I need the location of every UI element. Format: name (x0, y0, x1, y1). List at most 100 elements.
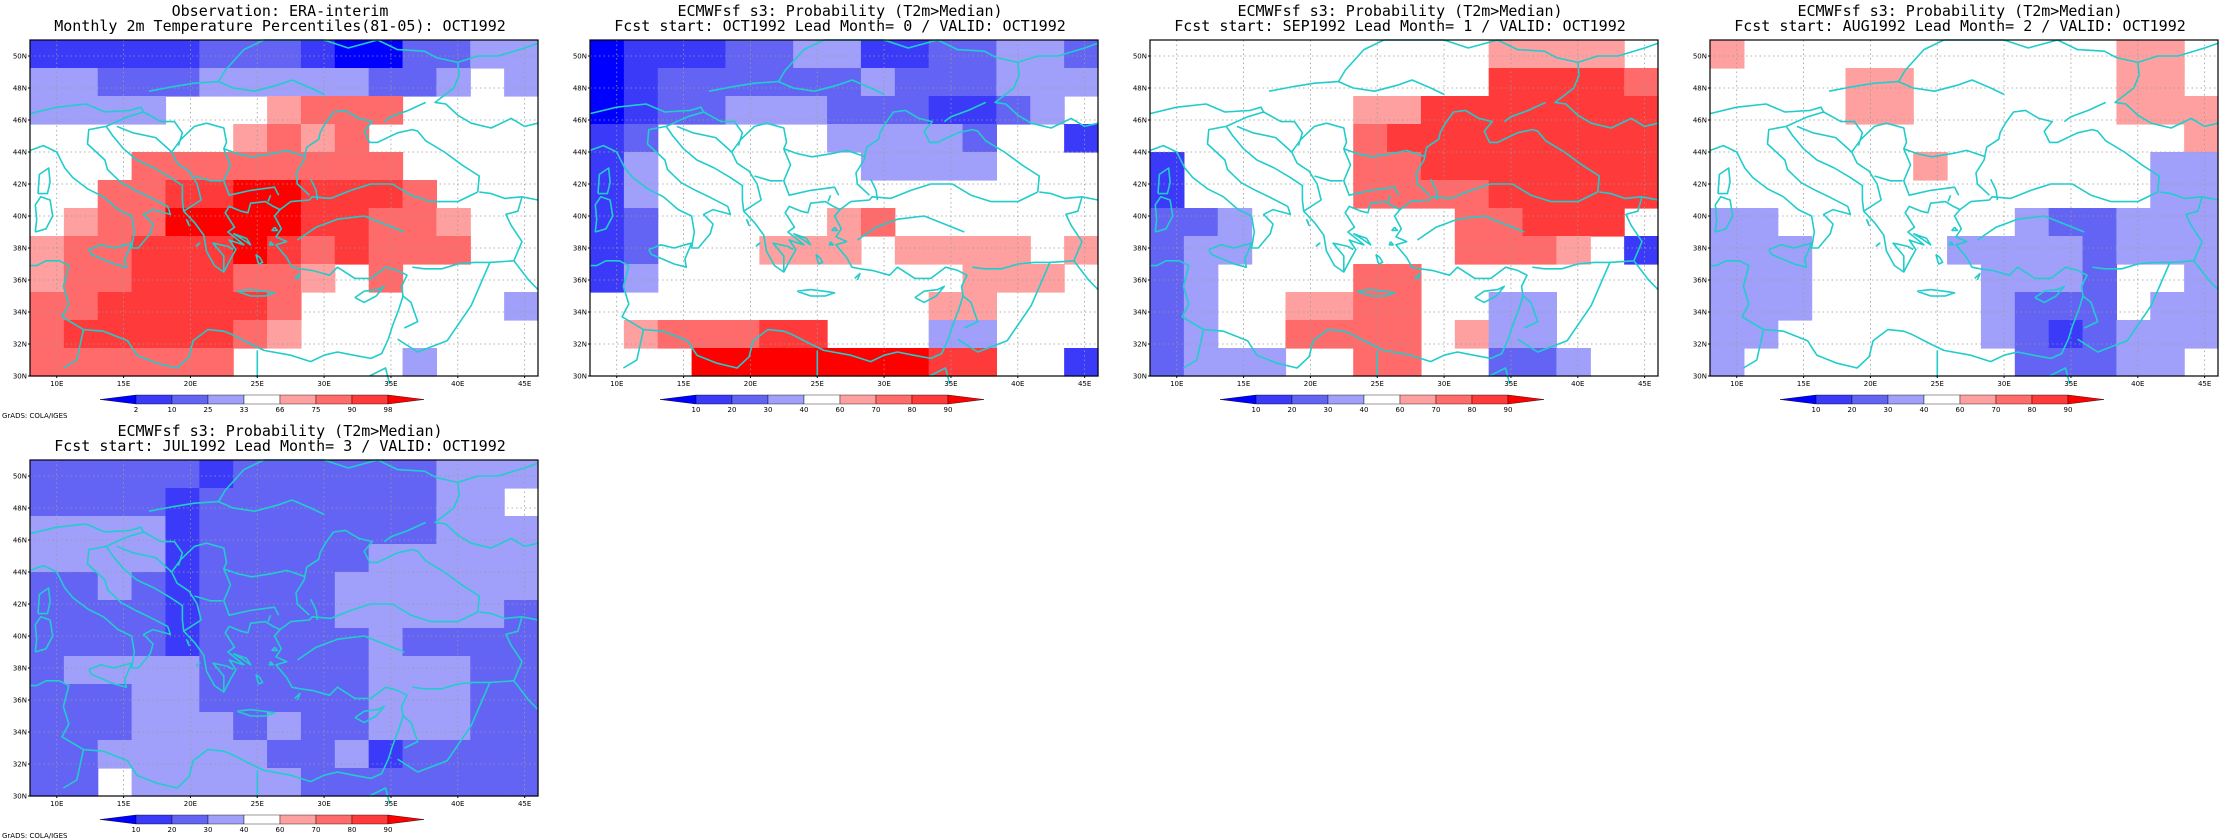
grid-cell (300, 152, 336, 181)
grid-cell (623, 68, 659, 97)
grid-cell (131, 684, 167, 713)
grid-cell (2184, 180, 2219, 209)
grid-cell (30, 292, 65, 321)
grid-cell (436, 600, 471, 629)
grid-cell (165, 320, 200, 349)
lat-tick-label: 50N (1133, 53, 1147, 61)
grid-cell (691, 40, 727, 69)
grid-cell (2150, 236, 2185, 265)
grid-cell (63, 684, 99, 713)
colorbar-label: 10 (168, 406, 177, 414)
grid-cell (827, 208, 862, 237)
grid-cell (233, 488, 268, 517)
grid-cell (1387, 180, 1422, 209)
grid-cell (63, 572, 99, 601)
grid-cell (759, 348, 794, 377)
grid-cell (2048, 292, 2084, 321)
grid-cell (63, 264, 99, 293)
grid-cell (267, 628, 302, 657)
coastline (148, 79, 325, 96)
lat-tick-label: 40N (1693, 213, 1707, 221)
coastline (185, 638, 190, 647)
coastline (755, 242, 761, 248)
grid-cell (131, 768, 167, 797)
grid-cell (131, 236, 167, 265)
lat-tick-label: 44N (13, 149, 27, 157)
coastline (88, 662, 133, 689)
grid-cell (165, 516, 200, 545)
lat-tick-label: 32N (13, 341, 27, 349)
grid-cell (368, 712, 404, 741)
coastline (34, 616, 54, 653)
grid-cell (334, 488, 370, 517)
probability-map: 50N 48N 46N 44N 42N 40N 38N 36N 34N 32N 30N 10E 15E 2… (13, 459, 539, 834)
colorbar-label: 20 (168, 826, 177, 834)
grid-cell (470, 656, 505, 685)
lat-tick-label: 36N (573, 277, 587, 285)
coastline (212, 662, 234, 692)
grid-cell (300, 572, 336, 601)
coastline (665, 125, 1039, 273)
grid-cell (2116, 208, 2151, 237)
coastline (267, 194, 272, 202)
coastline (29, 545, 172, 669)
grid-cell (623, 40, 659, 69)
grid-cell (1743, 236, 1779, 265)
grid-cell (402, 236, 437, 265)
grid-cell (199, 544, 234, 573)
colorbar: 2 10 25 33 66 75 90 98 (99, 394, 425, 414)
colorbar-segment (207, 814, 245, 825)
colorbar-label: 90 (384, 826, 393, 834)
coastline (1073, 260, 1099, 291)
lat-tick-label: 30N (13, 793, 27, 801)
grads-credit: GrADS: COLA/IGES (2, 832, 68, 840)
coastline (402, 295, 419, 329)
grid-cell (725, 96, 760, 125)
panel-subtitle: Fcst start: SEP1992 Lead Month= 1 / VALI… (1174, 17, 1626, 35)
grid-cell (233, 68, 268, 97)
grid-cell (1522, 292, 1557, 321)
grid-cell (300, 600, 336, 629)
grid-cell (860, 40, 896, 69)
panel-title: ECMWFsf s3: Probability (T2m>Median) (1237, 2, 1563, 20)
grid-cells (30, 40, 539, 377)
grid-cell (402, 712, 437, 741)
coastline (869, 178, 879, 201)
grid-cell (436, 768, 471, 797)
grid-cell (436, 68, 471, 97)
grid-cell (300, 712, 336, 741)
grid-cell (334, 124, 370, 153)
coastline (2092, 196, 2203, 270)
coastline (369, 787, 391, 805)
grid-cell (1488, 152, 1524, 181)
coastline (2063, 101, 2107, 123)
grid-cell (2184, 264, 2219, 293)
grid-cell (470, 544, 505, 573)
grid-cell (334, 236, 370, 265)
grid-cell (1488, 292, 1524, 321)
coastline (1416, 215, 1525, 241)
grid-cell (334, 628, 370, 657)
grid-cell (1064, 124, 1099, 153)
grid-cell (2184, 152, 2219, 181)
coastline (962, 295, 979, 329)
coastline (105, 531, 144, 548)
grid-cell (131, 628, 167, 657)
grid-cell (2116, 68, 2151, 97)
lon-tick-label: 35E (384, 800, 397, 808)
grid-cell (1285, 320, 1320, 349)
coastline (195, 242, 201, 248)
coastline (223, 568, 280, 616)
colorbar-segment (1995, 394, 2033, 405)
probability-map: 50N 48N 46N 44N 42N 40N 38N 36N 34N 32N 30N 10E 15E 2… (573, 39, 1099, 414)
grid-cell (267, 292, 302, 321)
lon-tick-label: 25E (251, 380, 264, 388)
grid-cell (1454, 124, 1490, 153)
coastlines (29, 39, 539, 385)
grid-cell (1064, 68, 1099, 97)
grid-cell (131, 740, 167, 769)
grid-cell (199, 684, 234, 713)
lon-tick-label: 35E (1504, 380, 1517, 388)
coastline (1947, 194, 1952, 202)
coastline (828, 241, 835, 246)
